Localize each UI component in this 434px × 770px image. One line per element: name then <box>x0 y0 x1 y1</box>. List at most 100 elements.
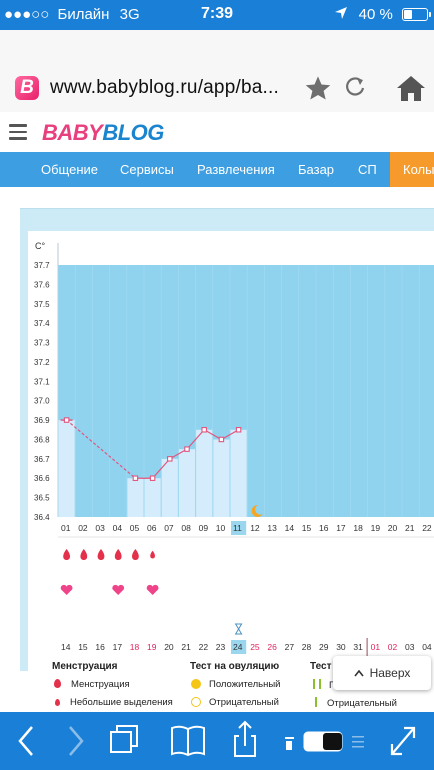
temperature-line-segment <box>66 419 136 479</box>
browser-address-bar: B www.babyblog.ru/app/ba... <box>0 30 434 112</box>
drop-icon <box>150 550 155 559</box>
cycle-day-label: 02 <box>78 523 88 533</box>
date-label: 15 <box>78 642 88 652</box>
back-to-top-button[interactable]: Наверх <box>333 656 431 690</box>
nav-item-koly[interactable]: Колы <box>390 152 434 187</box>
small-drop-icon <box>55 699 60 706</box>
legend-negative-label: Отрицательный <box>209 697 279 708</box>
date-label: 20 <box>164 642 174 652</box>
cycle-day-label: 21 <box>405 523 415 533</box>
site-logo[interactable]: BABYBLOG <box>42 120 164 146</box>
cycle-day-label: 07 <box>164 523 174 533</box>
y-tick-label: 37.6 <box>34 280 50 289</box>
bookmark-star-icon[interactable] <box>304 74 332 102</box>
temperature-line-segment <box>186 429 205 450</box>
y-tick-label: 37.0 <box>34 397 50 406</box>
cycle-day-label: 11 <box>233 523 242 533</box>
drop-icon <box>63 549 70 560</box>
drop-icon <box>54 679 61 688</box>
carrier-info: ●●●○○ Билайн 3G <box>4 6 140 23</box>
date-label: 30 <box>336 642 346 652</box>
y-tick-label: 36.5 <box>34 494 50 503</box>
tabs-icon[interactable] <box>108 712 144 770</box>
date-label: 04 <box>422 642 432 652</box>
nav-item-servisy[interactable]: Сервисы <box>120 162 174 177</box>
chart-svg: C° 37.7 37.6 37.5 37.4 37.3 37.2 37.1 37.0 36.9 36… <box>28 231 434 667</box>
y-tick-label: 37.2 <box>34 358 50 367</box>
cycle-day-label: 09 <box>199 523 209 533</box>
home-icon[interactable] <box>396 74 426 102</box>
y-tick-label: 37.7 <box>34 261 50 270</box>
temperature-bar <box>213 439 230 517</box>
temperature-point <box>167 456 173 462</box>
back-icon[interactable] <box>14 712 40 770</box>
date-label: 26 <box>267 642 277 652</box>
temperature-bar <box>144 478 161 517</box>
bookmarks-book-icon[interactable] <box>168 712 208 770</box>
legend-menstruation-label: Менструация <box>71 679 130 690</box>
cycle-day-label: 12 <box>250 523 260 533</box>
cycle-day-label: 06 <box>147 523 157 533</box>
date-label: 03 <box>405 642 415 652</box>
toggle-icon[interactable] <box>282 712 372 770</box>
carrier-name: Билайн <box>57 6 110 23</box>
cycle-day-label: 14 <box>285 523 295 533</box>
legend-small-discharge-row: Небольшие выделения <box>55 697 173 708</box>
temperature-point <box>235 427 242 433</box>
status-right: 40 % <box>334 6 431 23</box>
date-label: 24 <box>233 642 243 652</box>
drop-icon <box>114 549 122 560</box>
heart-icon <box>146 584 159 595</box>
date-label: 19 <box>147 642 157 652</box>
cycle-day-label: 17 <box>336 523 346 533</box>
legend-third-positive-label: П <box>329 680 336 691</box>
expand-icon[interactable] <box>388 712 418 770</box>
legend-ovulation-title: Тест на овуляцию <box>190 661 280 672</box>
nav-item-razvlecheniya[interactable]: Развлечения <box>197 162 275 177</box>
reload-icon[interactable] <box>344 76 366 98</box>
cycle-day-label: 22 <box>422 523 432 533</box>
y-tick-label: 36.6 <box>34 474 50 483</box>
heart-icon <box>112 584 125 595</box>
y-axis-label: C° <box>35 241 45 251</box>
temperature-point <box>218 436 225 443</box>
nav-item-sp[interactable]: СП <box>358 162 377 177</box>
cycle-day-label: 03 <box>95 523 105 533</box>
nav-item-obshchenie[interactable]: Общение <box>41 162 99 177</box>
test-double-bar-icon <box>313 679 321 689</box>
temperature-bar <box>127 478 144 517</box>
share-icon[interactable] <box>230 712 260 770</box>
legend-positive-row: Положительный <box>191 679 280 690</box>
battery-icon <box>402 8 431 21</box>
temperature-bar <box>230 429 247 517</box>
cycle-day-label: 20 <box>388 523 398 533</box>
cycle-day-label: 16 <box>319 523 329 533</box>
cycle-day-highlight <box>231 521 247 535</box>
temperature-point <box>63 417 70 423</box>
date-label: 28 <box>302 642 312 652</box>
temperature-point <box>132 475 139 481</box>
url-field[interactable]: www.babyblog.ru/app/ba... <box>50 77 279 98</box>
temperature-chart: C° 37.7 37.6 37.5 37.4 37.3 37.2 37.1 37.0 36.9 36… <box>28 231 434 671</box>
temperature-bar <box>196 429 213 517</box>
legend-third-negative-row: Отрицательный <box>315 697 397 709</box>
battery-percent: 40 % <box>358 6 393 23</box>
date-label: 31 <box>353 642 363 652</box>
back-to-top-label: Наверх <box>369 666 411 680</box>
y-tick-label: 36.8 <box>34 435 50 444</box>
cycle-day-label: 15 <box>302 523 312 533</box>
nav-item-bazar[interactable]: Базар <box>298 162 335 177</box>
y-tick-label: 37.4 <box>34 319 50 328</box>
forward-icon[interactable] <box>62 712 88 770</box>
moon-icon <box>251 504 263 517</box>
cycle-day-label: 05 <box>130 523 140 533</box>
temperature-bar <box>178 449 196 517</box>
menu-icon[interactable] <box>9 124 27 144</box>
cycle-day-label: 13 <box>267 523 277 533</box>
date-label: 29 <box>319 642 329 652</box>
negative-circle-icon <box>191 697 201 707</box>
temperature-line-segment <box>203 429 222 440</box>
heart-icon <box>60 584 73 595</box>
drop-icon <box>80 549 88 560</box>
temperature-point <box>201 427 207 433</box>
